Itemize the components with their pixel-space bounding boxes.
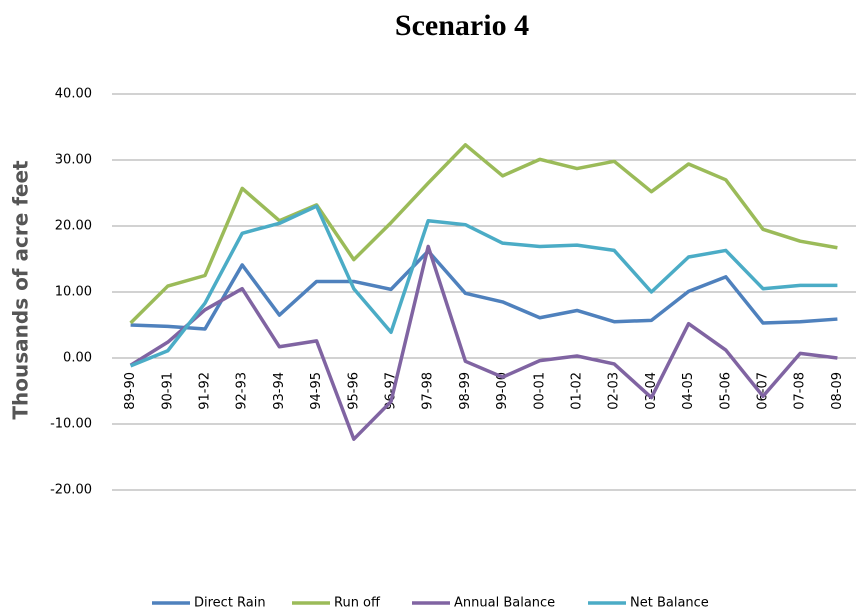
y-tick-label: 0.00 xyxy=(63,351,92,366)
y-tick-label: -20.00 xyxy=(50,483,92,498)
line-series xyxy=(129,143,838,325)
x-tick-label: 99-00 xyxy=(495,372,510,410)
chart-title: Scenario 4 xyxy=(395,9,529,42)
x-tick-label: 97-98 xyxy=(421,372,436,410)
x-tick-label: 08-09 xyxy=(830,372,845,410)
x-tick-label: 90-91 xyxy=(160,372,175,410)
x-tick-label: 98-99 xyxy=(458,372,473,410)
x-tick-label: 92-93 xyxy=(235,372,250,410)
y-axis-label: Thousands of acre feet xyxy=(9,160,33,420)
x-tick-label: 93-94 xyxy=(272,372,287,410)
x-tick-label: 05-06 xyxy=(718,372,733,410)
x-tick-label: 91-92 xyxy=(198,372,213,410)
x-tick-label: 89-90 xyxy=(123,372,138,410)
y-tick-label: 30.00 xyxy=(55,153,92,168)
x-tick-label: 06-07 xyxy=(756,372,771,410)
legend-label: Net Balance xyxy=(630,596,709,611)
y-tick-label: 10.00 xyxy=(55,285,92,300)
y-tick-label: 20.00 xyxy=(55,219,92,234)
y-tick-label: -10.00 xyxy=(50,417,92,432)
x-tick-label: 00-01 xyxy=(532,372,547,410)
x-tick-label: 07-08 xyxy=(793,372,808,410)
x-tick-label: 04-05 xyxy=(681,372,696,410)
x-tick-label: 02-03 xyxy=(607,372,622,410)
line-series xyxy=(129,204,838,368)
x-tick-label: 01-02 xyxy=(570,372,585,410)
legend-label: Run off xyxy=(334,596,381,611)
x-tick-label: 95-96 xyxy=(346,372,361,410)
legend-label: Direct Rain xyxy=(194,596,266,611)
legend-label: Annual Balance xyxy=(454,596,555,611)
x-tick-label: 03-04 xyxy=(644,372,659,410)
x-tick-label: 94-95 xyxy=(309,372,324,410)
line-series xyxy=(129,244,838,441)
y-tick-label: 40.00 xyxy=(55,87,92,102)
line-series xyxy=(130,249,838,331)
